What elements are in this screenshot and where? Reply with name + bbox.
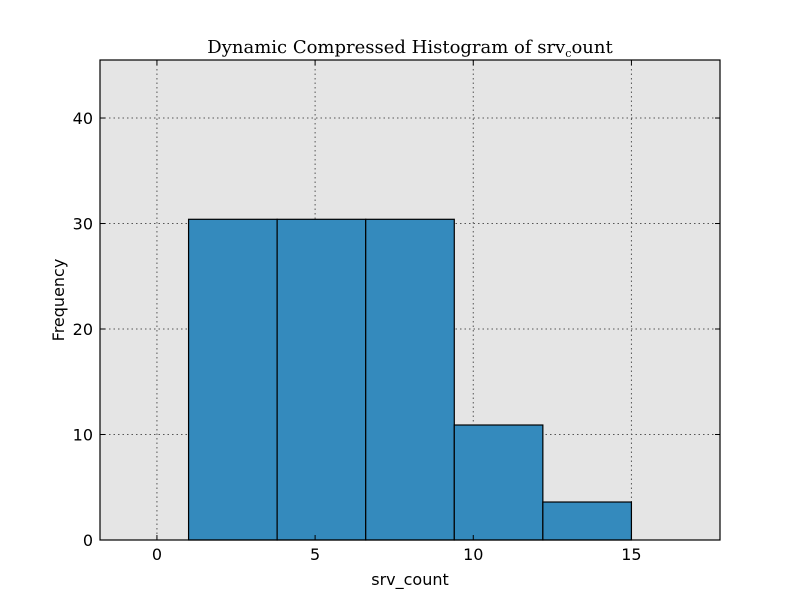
x-tick-label: 0 (152, 545, 162, 564)
x-tick-label: 5 (310, 545, 320, 564)
histogram-bar (365, 218, 455, 541)
x-axis-label: srv_count (371, 570, 449, 590)
histogram-bar (276, 218, 367, 541)
x-tick-label: 10 (463, 545, 483, 564)
y-tick-label: 30 (73, 215, 93, 234)
y-tick-label: 20 (73, 320, 93, 339)
y-tick-label: 40 (73, 109, 93, 128)
x-tick-label: 15 (621, 545, 641, 564)
histogram-bar (453, 424, 544, 541)
chart-title-subscript: c (565, 47, 571, 60)
chart-title-main: Dynamic Compressed Histogram of srv (207, 37, 566, 58)
y-tick-label: 10 (73, 426, 93, 445)
y-tick-label: 0 (83, 531, 93, 550)
chart-title: Dynamic Compressed Histogram of srvcount (207, 37, 613, 60)
y-axis-label: Frequency (49, 259, 68, 342)
histogram-bars (187, 218, 633, 541)
histogram-bar (187, 218, 278, 541)
histogram-bar (542, 501, 633, 541)
chart-title-end: ount (571, 37, 613, 58)
plot-frame (99, 59, 721, 541)
axis-ticks: 0 5 10 15 0 10 20 30 40 (73, 60, 720, 564)
